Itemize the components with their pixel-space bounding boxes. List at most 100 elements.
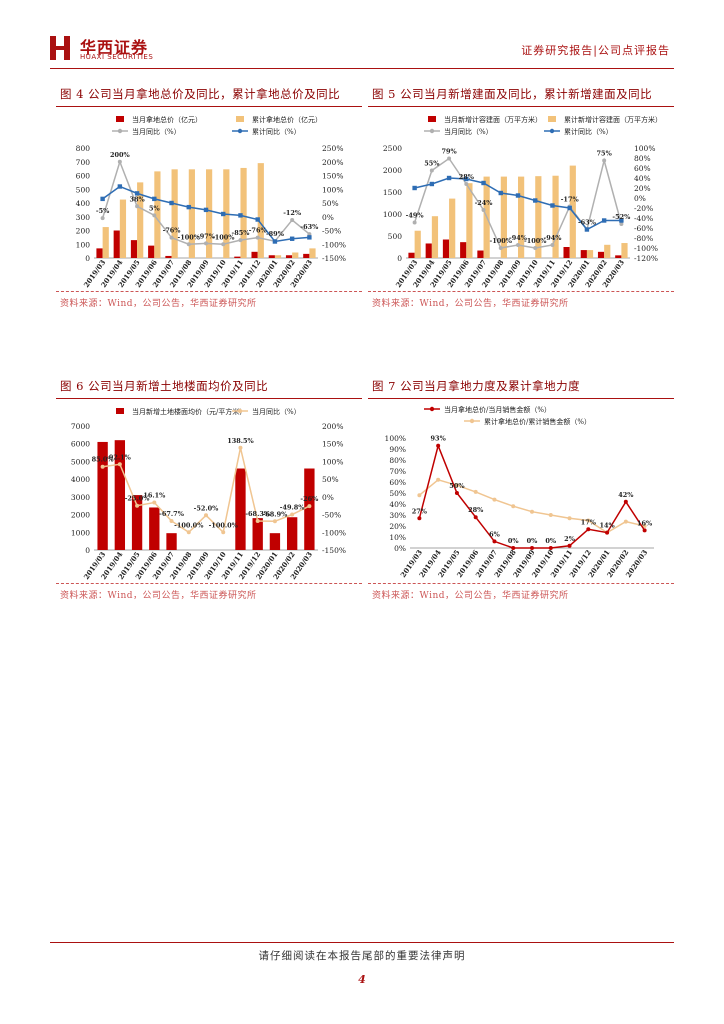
data-point xyxy=(642,524,647,528)
data-label: 14% xyxy=(599,522,615,530)
bar xyxy=(535,176,542,258)
data-point xyxy=(221,211,226,217)
data-label: 93% xyxy=(431,435,447,443)
data-point xyxy=(464,176,469,182)
y-tick-label: 2000 xyxy=(71,511,90,520)
bar xyxy=(234,256,241,258)
y2-tick-label: -60% xyxy=(634,224,653,233)
data-label: 42% xyxy=(618,491,634,499)
data-point xyxy=(511,546,516,550)
data-point xyxy=(447,156,452,161)
data-label: -63% xyxy=(578,219,597,227)
source-divider xyxy=(56,583,362,584)
data-point xyxy=(100,464,105,469)
data-point xyxy=(601,218,607,223)
data-point xyxy=(436,477,441,482)
legend-label: 当月拿地总价/当月销售金额（%） xyxy=(444,405,551,414)
bar xyxy=(166,533,177,550)
data-point xyxy=(481,180,486,186)
bar xyxy=(425,243,432,258)
bar xyxy=(96,248,103,258)
y2-tick-label: 100% xyxy=(322,185,343,194)
bar xyxy=(97,441,108,550)
y2-tick-label: 250% xyxy=(322,144,343,153)
legend-label: 当月拿地总价（亿元） xyxy=(132,115,202,124)
y2-tick-label: -120% xyxy=(634,254,658,263)
data-point xyxy=(567,516,572,521)
bar xyxy=(518,176,525,258)
data-point xyxy=(152,213,157,218)
data-point xyxy=(100,216,105,221)
bar xyxy=(274,255,282,258)
series-line xyxy=(418,443,646,549)
bar xyxy=(257,163,264,258)
data-label: -100% xyxy=(524,237,547,245)
legend-label: 累计新增计容建面（万平方米） xyxy=(564,115,662,124)
brand-name: 华西证券 xyxy=(80,38,149,57)
data-label: -24% xyxy=(475,199,494,207)
bar xyxy=(303,253,310,258)
data-point xyxy=(255,235,260,240)
legend-label: 当月同比（%） xyxy=(444,127,493,136)
source-divider xyxy=(368,291,674,292)
legend-label: 累计拿地总价/累计销售金额（%） xyxy=(484,417,591,426)
data-point xyxy=(169,200,174,206)
y-tick-label: 500 xyxy=(388,232,403,241)
data-label: -76% xyxy=(163,227,182,235)
y-tick-label: 70% xyxy=(389,467,406,476)
huaxi-logo-icon xyxy=(50,36,70,60)
data-point xyxy=(238,213,243,218)
y-tick-label: 3000 xyxy=(71,493,90,502)
data-label: -12% xyxy=(283,209,302,217)
y2-tick-label: 50% xyxy=(322,199,339,208)
data-point xyxy=(473,489,478,494)
legend-label: 当月新增计容建面（万平方米） xyxy=(444,115,542,124)
data-label: 55% xyxy=(424,160,440,168)
y-tick-label: 0 xyxy=(85,254,90,263)
y2-tick-label: -150% xyxy=(322,254,346,263)
y-tick-label: 500 xyxy=(76,185,91,194)
y-tick-label: 300 xyxy=(76,213,91,222)
bar xyxy=(102,227,109,258)
legend-swatch xyxy=(548,116,556,122)
data-label: 0% xyxy=(508,537,520,545)
bar xyxy=(240,167,247,258)
report-type: 证券研究报告|公司点评报告 xyxy=(521,44,670,57)
data-label: 5% xyxy=(149,204,161,212)
bar xyxy=(188,169,195,258)
figure-5-source: 资料来源：Wind，公司公告，华西证券研究所 xyxy=(372,299,569,309)
data-label: -17% xyxy=(561,196,580,204)
y-tick-label: 0 xyxy=(85,546,90,555)
y-tick-label: 20% xyxy=(389,522,406,531)
y-tick-label: 80% xyxy=(389,456,406,465)
data-label: -52% xyxy=(612,213,631,221)
y2-tick-label: -50% xyxy=(322,511,341,520)
data-point xyxy=(272,519,277,524)
data-label: -26% xyxy=(300,495,319,503)
figure-4-source: 资料来源：Wind，公司公告，华西证券研究所 xyxy=(60,299,257,309)
bar xyxy=(119,199,127,258)
footer-divider xyxy=(50,942,674,943)
data-point xyxy=(307,232,312,237)
data-label: -100% xyxy=(490,237,513,245)
data-point xyxy=(498,246,503,250)
bar xyxy=(414,230,421,258)
bar xyxy=(442,239,450,258)
figure-6-title: 图 6 公司当月新增土地楼面均价及同比 xyxy=(60,379,269,393)
bar xyxy=(137,182,144,258)
bar xyxy=(130,240,138,258)
data-point xyxy=(619,218,624,223)
figure-7-source: 资料来源：Wind，公司公告，华西证券研究所 xyxy=(372,591,569,601)
y2-tick-label: 200% xyxy=(322,158,343,167)
data-label: -76% xyxy=(249,227,268,235)
data-point xyxy=(436,443,441,448)
data-point xyxy=(135,503,140,508)
footer-note: 请仔细阅读在本报告尾部的重要法律声明 xyxy=(258,950,466,962)
data-point xyxy=(473,515,478,520)
data-point xyxy=(290,512,295,517)
legend-label: 累计同比（%） xyxy=(564,127,613,136)
data-label: 0% xyxy=(527,537,539,545)
data-point xyxy=(238,238,243,243)
y-tick-label: 100 xyxy=(76,240,91,249)
data-point xyxy=(429,181,435,187)
